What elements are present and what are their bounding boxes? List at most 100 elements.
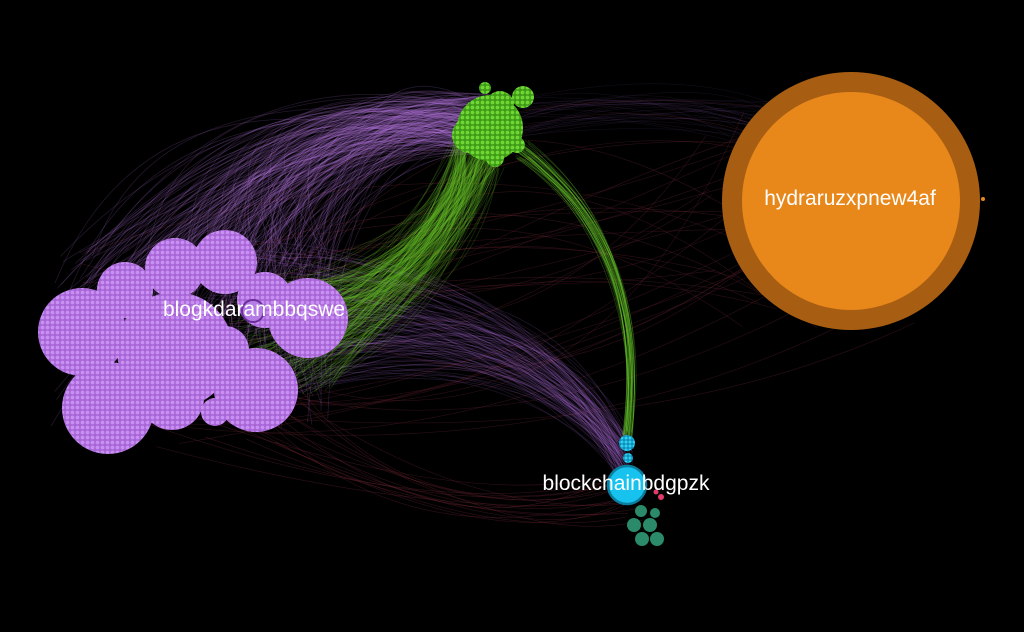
- graph-edge: [332, 123, 492, 385]
- graph-edge: [268, 109, 470, 322]
- blockchain-small-cluster: [623, 453, 633, 463]
- graph-edge: [208, 246, 626, 463]
- graph-edge: [318, 359, 630, 460]
- graph-edge: [276, 256, 619, 473]
- graph-edge: [515, 117, 761, 138]
- graph-edge: [292, 160, 466, 379]
- graph-edge: [302, 360, 620, 462]
- graph-edge: [79, 94, 463, 279]
- graph-edge: [222, 124, 801, 268]
- green-subcluster: [479, 82, 491, 94]
- graph-edge: [283, 111, 504, 256]
- hydra-inner-circle: [742, 92, 960, 310]
- graph-edge: [184, 95, 503, 380]
- graph-edge: [317, 271, 621, 452]
- graph-edge: [71, 90, 467, 271]
- graph-edge: [519, 153, 632, 434]
- graph-edge: [521, 141, 635, 442]
- graph-edge: [252, 135, 481, 305]
- graph-edge: [295, 342, 625, 467]
- graph-edge: [88, 119, 462, 280]
- blog-cluster[interactable]: [38, 230, 348, 454]
- blog-subcluster: [145, 238, 205, 298]
- graph-edge: [517, 149, 628, 434]
- green-cluster[interactable]: [452, 82, 534, 167]
- graph-edge: [187, 115, 471, 291]
- hydra-hub-node[interactable]: [722, 72, 985, 330]
- blog-subcluster: [201, 398, 229, 426]
- graph-edge: [516, 141, 632, 436]
- graph-edge: [527, 140, 632, 445]
- graph-edge: [293, 113, 802, 272]
- graph-edge: [517, 147, 633, 440]
- graph-edge: [317, 148, 499, 317]
- graph-edge: [137, 106, 497, 261]
- graph-edge: [325, 149, 459, 293]
- graph-edge: [313, 306, 625, 474]
- graph-edge: [222, 242, 632, 478]
- graph-edge: [55, 116, 464, 312]
- graph-edge: [221, 101, 483, 267]
- graph-edge: [268, 123, 514, 287]
- graph-edge: [252, 122, 457, 308]
- graph-edge: [248, 129, 461, 374]
- graph-edge: [335, 254, 622, 442]
- graph-edge: [201, 340, 620, 445]
- graph-edge: [525, 146, 633, 442]
- graph-edge: [313, 289, 627, 441]
- graph-edge: [516, 158, 628, 436]
- teal-node: [650, 532, 664, 546]
- graph-edge: [329, 140, 473, 311]
- graph-edge: [313, 316, 626, 458]
- blockchain-hub[interactable]: [606, 435, 648, 506]
- graph-edge: [274, 160, 478, 395]
- graph-edge: [308, 135, 485, 291]
- graph-edge: [337, 128, 500, 351]
- graph-edge: [312, 248, 629, 447]
- graph-edge: [178, 134, 509, 344]
- graph-edge: [229, 131, 461, 420]
- graph-edge: [60, 111, 514, 257]
- graph-edge: [279, 339, 633, 454]
- graph-edge: [528, 156, 629, 441]
- graph-edge: [510, 99, 797, 105]
- graph-edge: [86, 139, 486, 309]
- pink-node-group[interactable]: [653, 489, 665, 501]
- graph-edge: [527, 148, 629, 440]
- graph-edge: [519, 157, 632, 441]
- graph-edge: [320, 327, 619, 457]
- graph-edge: [331, 136, 494, 381]
- graph-edge: [51, 110, 474, 341]
- graph-edge: [244, 92, 509, 254]
- graph-edge: [306, 154, 483, 381]
- teal-node: [635, 532, 649, 546]
- graph-edge: [324, 165, 490, 343]
- graph-edge: [524, 99, 775, 132]
- graph-edge: [75, 96, 506, 264]
- graph-edge: [246, 334, 623, 469]
- graph-edge: [286, 335, 633, 453]
- graph-edge: [332, 372, 622, 473]
- graph-edge: [183, 149, 510, 265]
- teal-node: [635, 505, 647, 517]
- blockchain-small-cluster: [619, 435, 635, 451]
- green-subcluster: [452, 117, 488, 153]
- graph-edge: [201, 340, 626, 443]
- graph-edge: [324, 122, 462, 317]
- graph-edge: [229, 106, 456, 378]
- graph-edge: [527, 143, 630, 437]
- graph-edge: [319, 150, 501, 382]
- graph-edge: [517, 146, 631, 443]
- graph-edge: [156, 446, 643, 507]
- graph-edge: [230, 103, 502, 393]
- teal-node-group[interactable]: [627, 505, 664, 546]
- graph-edge: [516, 145, 629, 432]
- graph-edge: [306, 165, 497, 396]
- graph-edge: [316, 120, 494, 385]
- graph-edge: [327, 157, 461, 353]
- graph-edge: [221, 248, 618, 446]
- graph-edge: [304, 350, 634, 443]
- graph-edge: [291, 391, 624, 507]
- graph-edge: [304, 159, 457, 290]
- graph-edge: [517, 95, 762, 135]
